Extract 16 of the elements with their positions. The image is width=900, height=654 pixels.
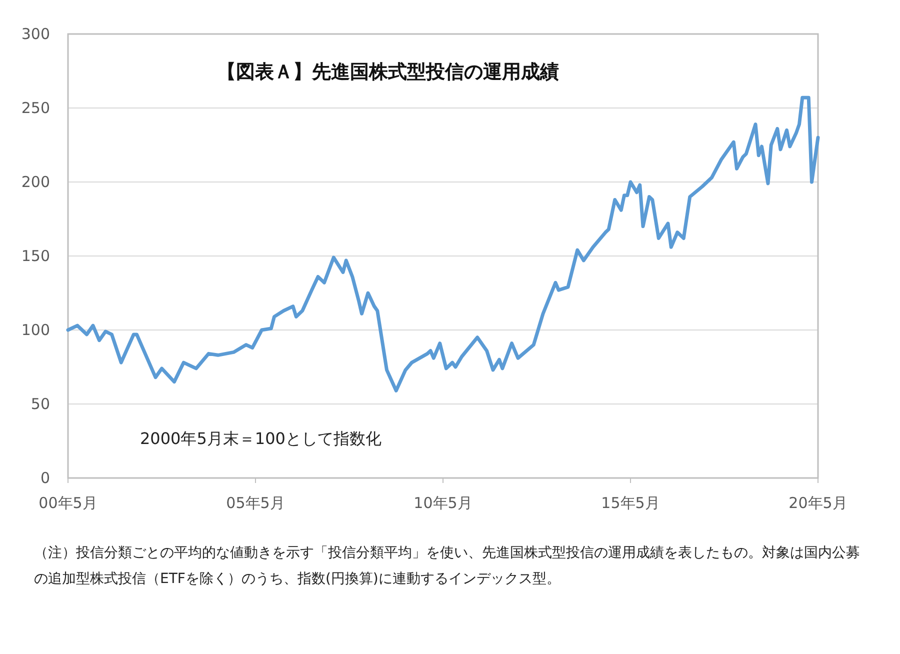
y-tick-label: 150 <box>21 247 50 265</box>
x-tick-label: 15年5月 <box>601 494 660 512</box>
y-tick-label: 300 <box>21 25 50 43</box>
y-tick-label: 250 <box>21 99 50 117</box>
text: 【図表Ａ】先進国株式型投信の運用成績 <box>217 61 559 83</box>
y-tick-label: 100 <box>21 321 50 339</box>
y-tick-label: 200 <box>21 173 50 191</box>
y-tick-label: 50 <box>30 395 50 413</box>
annotation: 2000年5月末＝100として指数化 <box>140 429 382 448</box>
x-tick-label: 00年5月 <box>38 494 98 512</box>
line-series <box>66 96 820 392</box>
y-tick-label: 0 <box>40 469 50 487</box>
x-tick-label: 05年5月 <box>226 494 285 512</box>
x-tick-label: 10年5月 <box>414 494 472 512</box>
text: （注）投信分類ごとの平均的な値動きを示す「投信分類平均」を使い、先進国株式型投信の運用成績を表したもの。対象は国内公募の追加型株式投信（ETFを除く）のうち、指数(円換算)に連動するインデックス型。 <box>34 544 861 589</box>
x-tick-label: 20年5月 <box>788 494 848 512</box>
